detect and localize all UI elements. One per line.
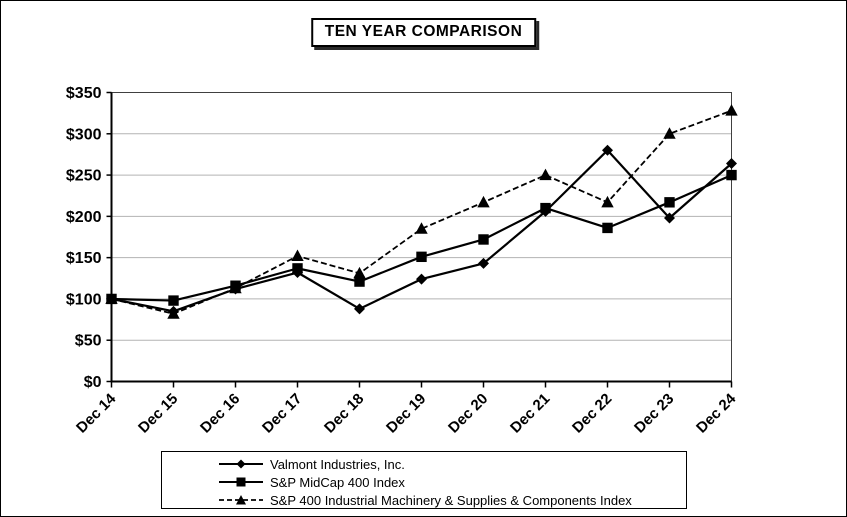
triangle-marker-icon [219,495,263,505]
svg-text:Dec 19: Dec 19 [383,390,429,436]
legend-item-industrial: S&P 400 Industrial Machinery & Supplies … [162,491,686,509]
svg-text:Dec 17: Dec 17 [259,390,305,436]
svg-text:Dec 22: Dec 22 [569,390,615,436]
svg-text:$300: $300 [66,126,102,143]
svg-text:$350: $350 [66,85,102,102]
svg-text:$150: $150 [66,250,102,267]
svg-text:Dec 15: Dec 15 [135,390,181,436]
svg-text:Dec 14: Dec 14 [73,390,120,437]
square-marker-icon [219,477,263,487]
diamond-marker-icon [219,459,263,469]
svg-text:Dec 24: Dec 24 [693,390,740,437]
svg-text:$50: $50 [75,333,102,350]
svg-text:$100: $100 [66,291,102,308]
chart-title: TEN YEAR COMPARISON [310,18,537,47]
svg-text:Dec 23: Dec 23 [631,390,677,436]
chart-legend: Valmont Industries, Inc. S&P MidCap 400 … [161,451,687,509]
legend-item-valmont: Valmont Industries, Inc. [162,455,686,473]
svg-text:Dec 18: Dec 18 [321,390,367,436]
svg-text:Dec 20: Dec 20 [445,390,491,436]
svg-text:Dec 16: Dec 16 [197,390,243,436]
svg-text:$200: $200 [66,209,102,226]
legend-label: S&P MidCap 400 Index [270,474,405,490]
legend-label: Valmont Industries, Inc. [270,456,405,472]
legend-item-midcap: S&P MidCap 400 Index [162,473,686,491]
legend-label: S&P 400 Industrial Machinery & Supplies … [270,492,632,508]
svg-text:$250: $250 [66,168,102,185]
svg-text:Dec 21: Dec 21 [507,390,553,436]
svg-text:$0: $0 [84,374,102,391]
